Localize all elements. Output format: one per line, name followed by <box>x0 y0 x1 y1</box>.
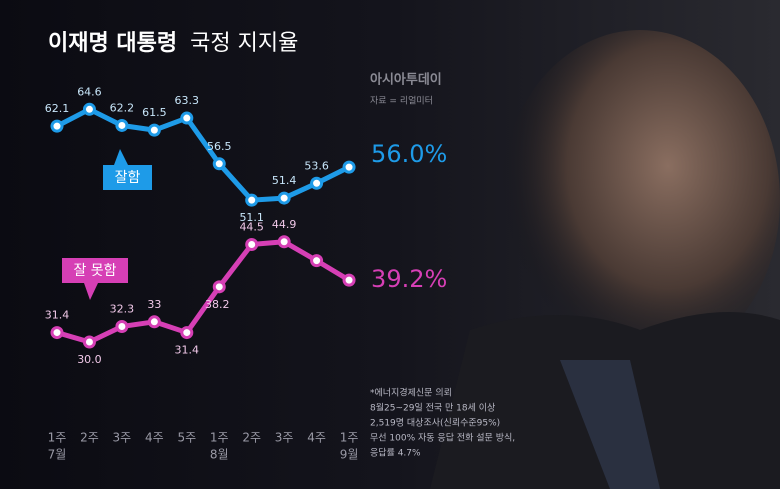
point-label: 63.3 <box>175 94 200 107</box>
point <box>310 176 324 190</box>
x-tick-label: 3주 <box>275 431 294 445</box>
point <box>50 119 64 133</box>
footnote: 8월25~29일 전국 만 18세 이상 <box>370 402 495 414</box>
point-label: 32.3 <box>110 303 135 316</box>
point <box>245 237 259 251</box>
point-label: 56.5 <box>207 140 232 153</box>
footnote: 응답률 4.7% <box>370 447 421 459</box>
x-tick-label: 3주 <box>113 431 132 445</box>
point <box>115 320 129 334</box>
point-label: 64.6 <box>77 85 102 98</box>
legend-callout <box>103 149 152 190</box>
x-tick-label: 1주 <box>340 431 359 445</box>
legend-label: 잘함 <box>115 170 141 186</box>
point <box>82 102 96 116</box>
x-month-label: 7월 <box>48 448 67 462</box>
point <box>147 123 161 137</box>
x-tick-label: 1주 <box>210 431 229 445</box>
point <box>180 326 194 340</box>
point-label: 44.5 <box>239 220 264 233</box>
point-label: 62.2 <box>110 101 135 114</box>
end-label: 39.2% <box>371 265 447 293</box>
point <box>245 193 259 207</box>
point-label: 51.4 <box>272 174 297 187</box>
legend-label: 잘 못함 <box>73 263 116 279</box>
point <box>342 273 356 287</box>
point <box>50 326 64 340</box>
point-label: 62.1 <box>45 102 70 115</box>
footnote: 2,519명 대상조사(신뢰수준95%) <box>370 418 500 429</box>
point <box>180 111 194 125</box>
source-brand: 아시아투데이 <box>370 72 442 88</box>
end-label: 56.0% <box>371 140 447 168</box>
point-label: 31.4 <box>45 309 70 322</box>
point <box>212 280 226 294</box>
point <box>310 254 324 268</box>
point-label: 33 <box>147 298 161 311</box>
series-line <box>56 239 351 345</box>
x-month-label: 8월 <box>210 448 229 462</box>
point <box>82 335 96 349</box>
point <box>342 160 356 174</box>
point <box>277 191 291 205</box>
point-label: 38.2 <box>205 298 230 311</box>
chart-title: 이재명 대통령 국정 지지율 <box>48 31 298 56</box>
point-label: 61.5 <box>142 106 167 119</box>
point <box>147 315 161 329</box>
x-tick-label: 2주 <box>80 431 99 445</box>
title-bold: 이재명 대통령 <box>48 31 177 56</box>
point-label: 44.9 <box>272 218 297 231</box>
x-tick-label: 4주 <box>307 431 326 445</box>
series-line <box>55 106 351 203</box>
footnote: 무선 100% 자동 응답 전화 설문 방식, <box>370 432 515 444</box>
footnote: *에너지경제신문 의뢰 <box>370 387 452 399</box>
point-label: 51.1 <box>239 211 264 224</box>
x-tick-label: 4주 <box>145 431 164 445</box>
legend-callout <box>62 258 128 300</box>
point-label: 53.6 <box>304 159 329 172</box>
source: 자료 = 리얼미터 <box>370 96 433 107</box>
x-tick-label: 2주 <box>242 431 261 445</box>
title-rest: 국정 지지율 <box>190 31 298 56</box>
point-label: 30.0 <box>77 353 102 366</box>
x-tick-label: 5주 <box>177 431 196 445</box>
point <box>277 235 291 249</box>
x-month-label: 9월 <box>340 448 359 462</box>
photo <box>430 30 780 489</box>
point <box>212 157 226 171</box>
x-tick-label: 1주 <box>48 431 67 445</box>
point-label: 31.4 <box>175 344 200 357</box>
point <box>115 118 129 132</box>
